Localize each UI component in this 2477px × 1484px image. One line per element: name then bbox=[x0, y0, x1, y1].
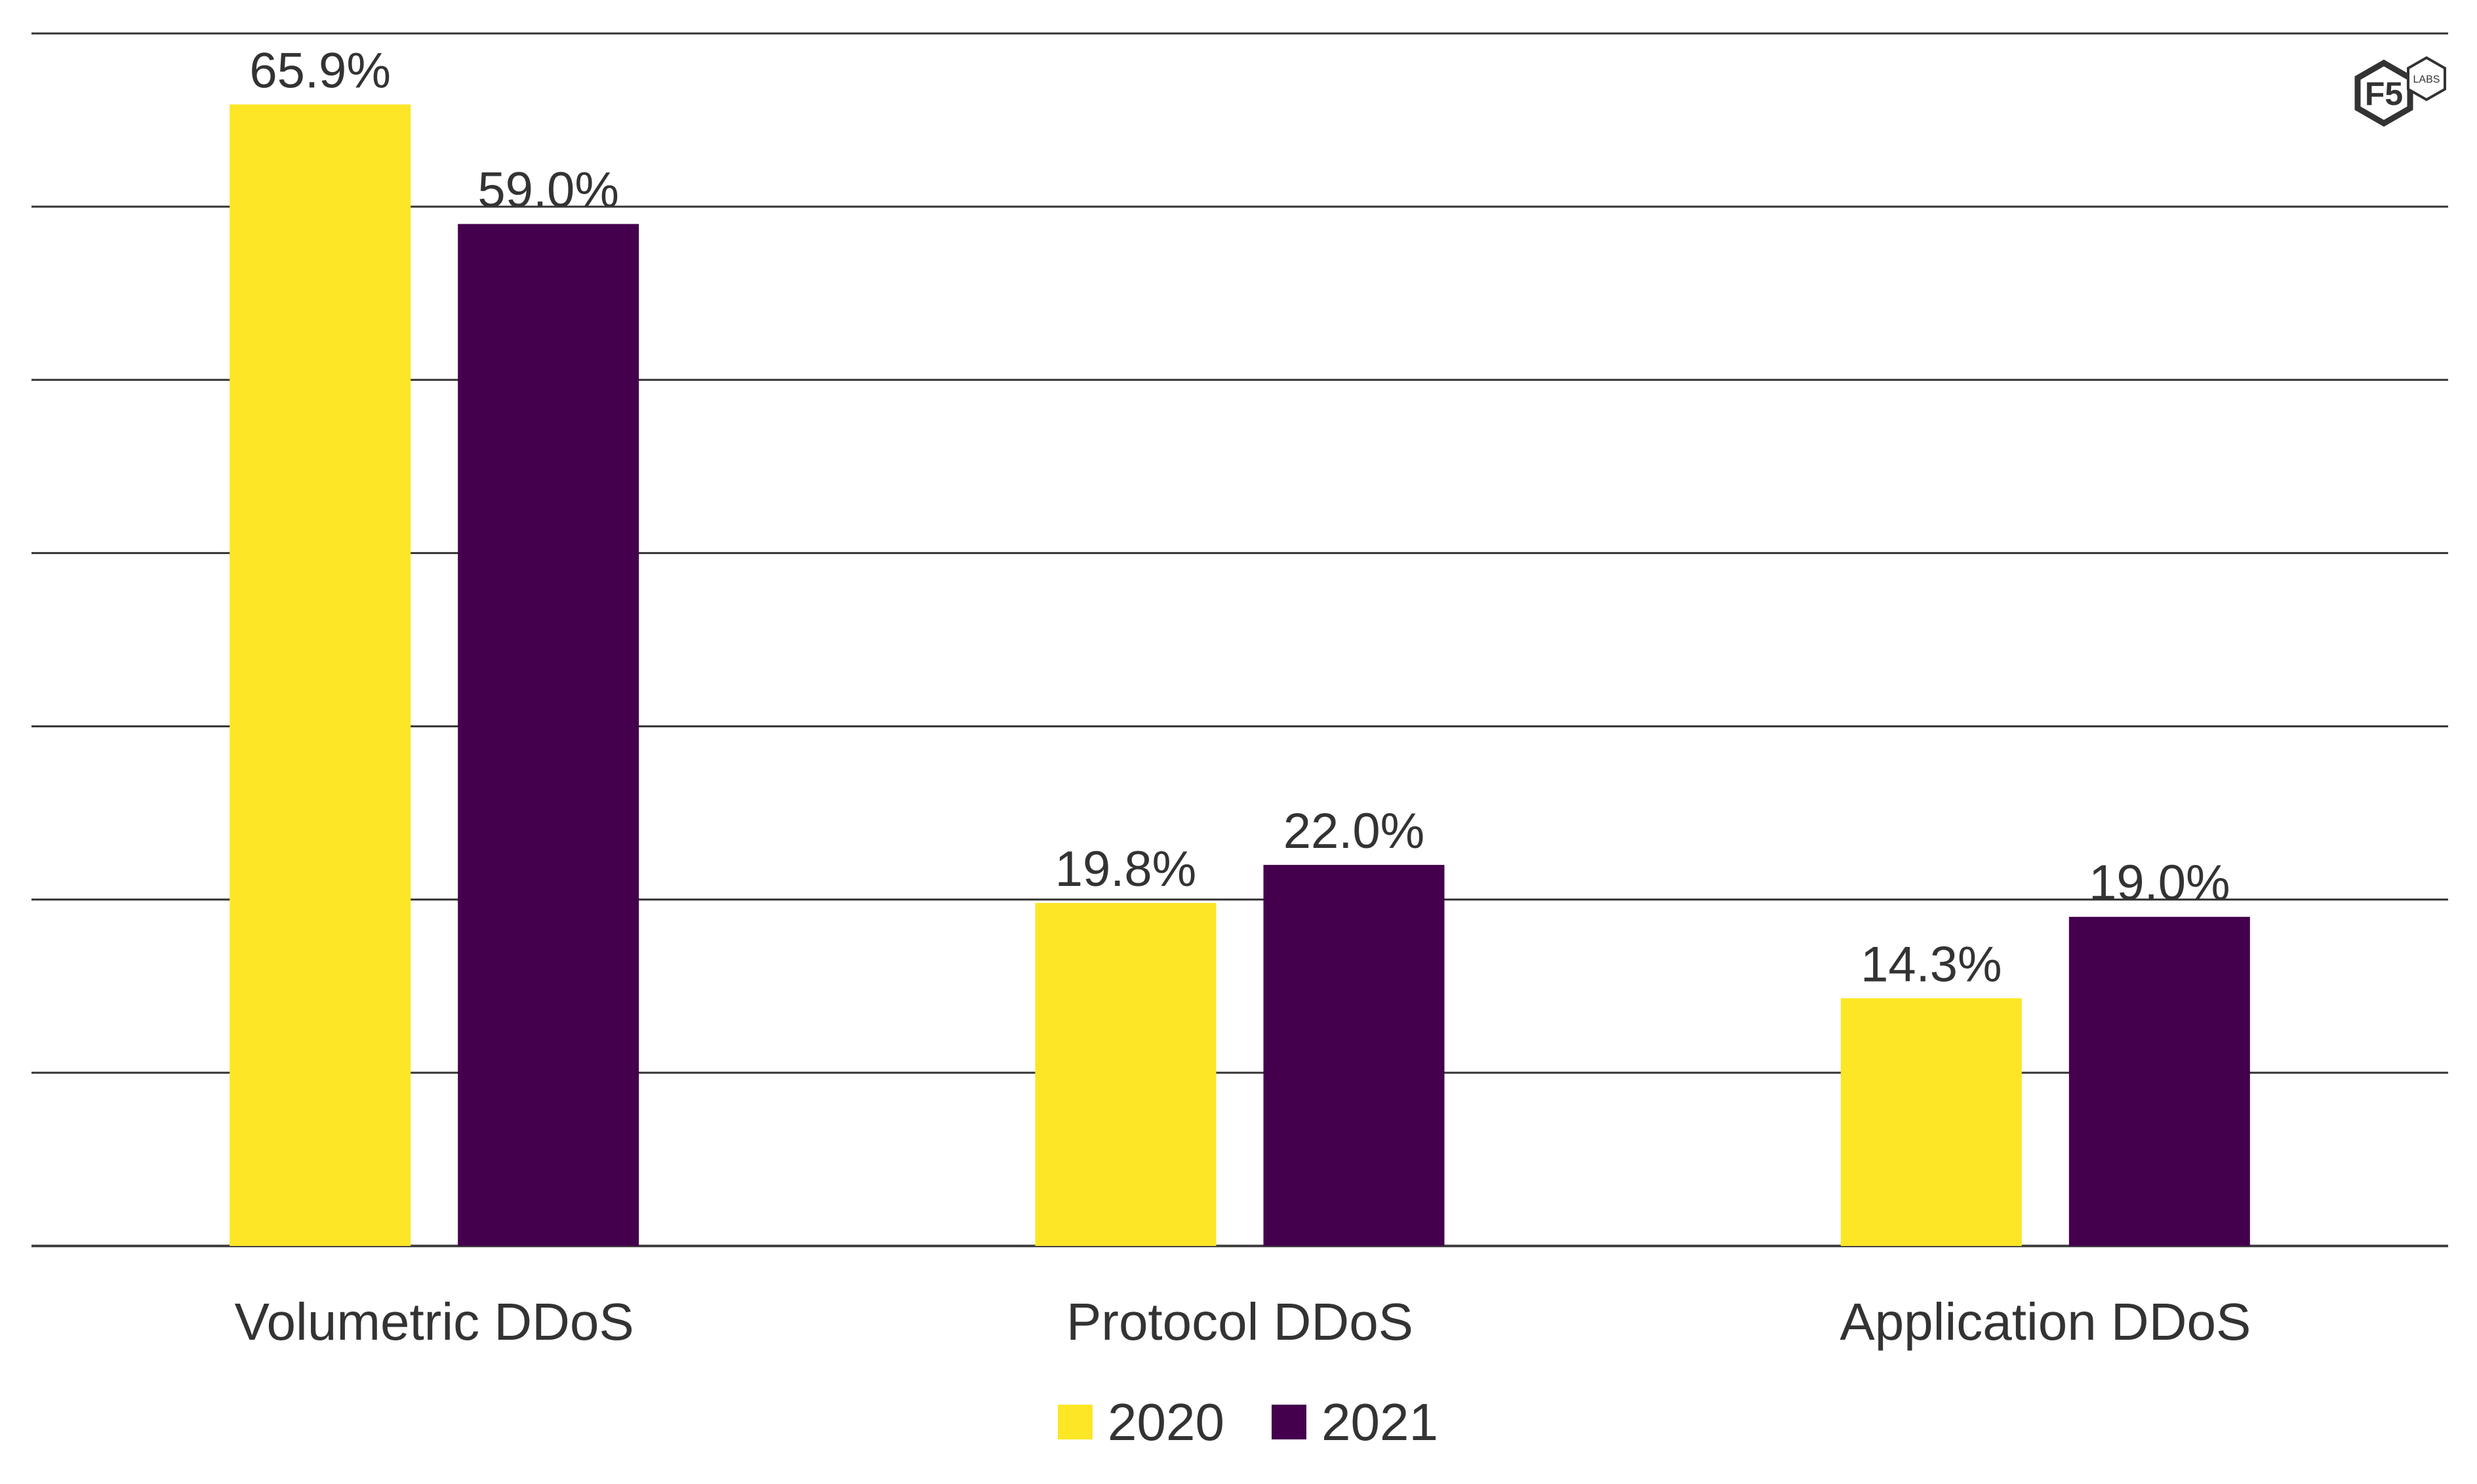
data-label: 59.0% bbox=[477, 163, 619, 218]
bars bbox=[230, 104, 2250, 1246]
legend-swatch-2020 bbox=[1058, 1405, 1093, 1439]
bar-2021 bbox=[2068, 917, 2250, 1246]
bar-2020 bbox=[1840, 998, 2022, 1246]
logo-subtext: LABS bbox=[2413, 74, 2440, 85]
data-label: 65.9% bbox=[249, 43, 391, 98]
data-label: 14.3% bbox=[1861, 936, 2002, 992]
f5-labs-logo: F5 LABS bbox=[2354, 56, 2446, 127]
legend-swatch-2021 bbox=[1272, 1405, 1306, 1439]
legend-label: 2021 bbox=[1321, 1393, 1438, 1451]
data-label: 19.8% bbox=[1055, 841, 1197, 897]
category-label: Volumetric DDoS bbox=[235, 1293, 634, 1351]
category-label: Protocol DDoS bbox=[1066, 1293, 1413, 1351]
bar-2021 bbox=[1263, 864, 1445, 1246]
bar-2020 bbox=[1035, 902, 1217, 1246]
legend-label: 2020 bbox=[1108, 1393, 1224, 1451]
category-label: Application DDoS bbox=[1840, 1293, 2251, 1351]
legend: 2020 2021 bbox=[1058, 1393, 1438, 1451]
data-label: 19.0% bbox=[2089, 855, 2230, 911]
logo-hexagon-small bbox=[2407, 56, 2446, 102]
gridlines bbox=[31, 32, 2448, 1247]
data-labels: 65.9% 59.0% 19.8% 22.0% 14.3% 19.0% bbox=[249, 43, 2230, 992]
category-labels: Volumetric DDoS Protocol DDoS Application … bbox=[235, 1293, 2251, 1351]
bar-2021 bbox=[458, 224, 639, 1246]
bar-2020 bbox=[230, 104, 411, 1246]
data-label: 22.0% bbox=[1283, 803, 1425, 859]
logo-text: F5 bbox=[2365, 75, 2403, 112]
